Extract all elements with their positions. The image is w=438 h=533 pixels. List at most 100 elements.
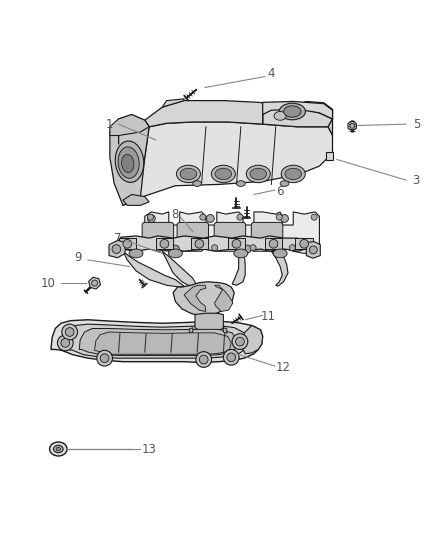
Ellipse shape — [129, 249, 143, 258]
Ellipse shape — [284, 106, 301, 117]
Polygon shape — [243, 326, 263, 354]
Text: 3: 3 — [413, 174, 420, 187]
Ellipse shape — [250, 168, 267, 180]
Circle shape — [123, 239, 132, 248]
Ellipse shape — [285, 168, 301, 180]
Polygon shape — [51, 320, 263, 362]
Ellipse shape — [281, 165, 305, 183]
Polygon shape — [263, 101, 332, 124]
Polygon shape — [191, 238, 208, 249]
Polygon shape — [228, 238, 245, 249]
Polygon shape — [123, 122, 332, 205]
Circle shape — [289, 245, 295, 251]
Text: 10: 10 — [40, 277, 55, 289]
Ellipse shape — [180, 168, 197, 180]
Circle shape — [269, 239, 278, 248]
Text: 9: 9 — [74, 251, 82, 264]
Ellipse shape — [53, 445, 63, 453]
Circle shape — [227, 353, 236, 362]
Ellipse shape — [279, 103, 305, 120]
Text: 5: 5 — [413, 118, 420, 131]
Circle shape — [236, 337, 244, 346]
Polygon shape — [295, 238, 313, 249]
Polygon shape — [110, 115, 149, 144]
Ellipse shape — [49, 442, 67, 456]
Ellipse shape — [237, 181, 245, 187]
Polygon shape — [173, 282, 234, 316]
Ellipse shape — [273, 249, 287, 258]
Circle shape — [199, 355, 208, 364]
FancyBboxPatch shape — [251, 222, 283, 248]
Circle shape — [57, 335, 73, 351]
Circle shape — [61, 338, 70, 348]
Polygon shape — [109, 240, 125, 258]
Polygon shape — [195, 313, 223, 332]
Circle shape — [97, 350, 113, 366]
Circle shape — [232, 334, 248, 350]
Polygon shape — [265, 238, 283, 249]
Polygon shape — [215, 285, 233, 311]
Polygon shape — [95, 332, 231, 354]
Ellipse shape — [246, 165, 270, 183]
Polygon shape — [119, 238, 136, 249]
Circle shape — [237, 214, 243, 220]
Polygon shape — [162, 99, 184, 107]
Polygon shape — [184, 285, 206, 311]
Circle shape — [276, 214, 283, 220]
Circle shape — [148, 214, 153, 220]
Polygon shape — [326, 152, 333, 159]
Polygon shape — [272, 251, 288, 286]
Text: 11: 11 — [261, 310, 276, 323]
Text: 12: 12 — [276, 361, 291, 374]
Polygon shape — [293, 101, 332, 135]
Polygon shape — [117, 236, 306, 251]
Circle shape — [311, 245, 319, 253]
Circle shape — [223, 350, 239, 365]
Polygon shape — [162, 251, 196, 286]
Circle shape — [159, 245, 165, 251]
Ellipse shape — [234, 249, 248, 258]
Ellipse shape — [177, 165, 201, 183]
Circle shape — [311, 247, 317, 253]
Polygon shape — [155, 238, 173, 249]
Ellipse shape — [215, 168, 232, 180]
Polygon shape — [123, 195, 149, 205]
Text: 6: 6 — [276, 185, 284, 198]
Circle shape — [65, 328, 74, 336]
Text: 8: 8 — [171, 208, 178, 221]
Ellipse shape — [193, 181, 201, 187]
Circle shape — [100, 354, 109, 362]
Ellipse shape — [118, 147, 139, 178]
Polygon shape — [145, 101, 332, 127]
Circle shape — [250, 245, 256, 251]
Circle shape — [171, 245, 179, 253]
Polygon shape — [123, 251, 184, 287]
Circle shape — [206, 215, 214, 222]
Polygon shape — [306, 241, 320, 258]
Polygon shape — [348, 121, 357, 131]
Ellipse shape — [280, 181, 289, 187]
Circle shape — [195, 239, 204, 248]
Polygon shape — [64, 324, 247, 358]
Ellipse shape — [122, 155, 134, 173]
Text: 1: 1 — [105, 118, 113, 131]
Circle shape — [232, 239, 241, 248]
Circle shape — [350, 124, 355, 128]
Circle shape — [148, 215, 155, 222]
Text: 4: 4 — [268, 67, 275, 80]
Polygon shape — [79, 328, 237, 356]
Text: 13: 13 — [142, 442, 156, 456]
Circle shape — [196, 352, 212, 367]
Polygon shape — [189, 328, 193, 333]
Ellipse shape — [274, 111, 286, 120]
FancyBboxPatch shape — [177, 222, 208, 248]
Circle shape — [212, 245, 218, 251]
Circle shape — [62, 324, 78, 340]
Circle shape — [92, 280, 98, 286]
Circle shape — [300, 239, 308, 248]
Circle shape — [311, 214, 317, 220]
Circle shape — [112, 245, 121, 253]
Polygon shape — [223, 328, 227, 333]
Circle shape — [244, 245, 251, 253]
Ellipse shape — [168, 249, 182, 258]
